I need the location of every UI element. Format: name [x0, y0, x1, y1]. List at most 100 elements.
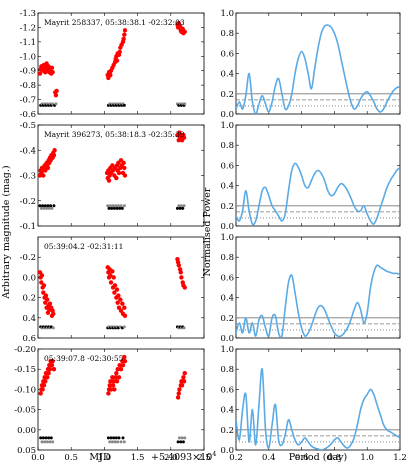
target-point [39, 280, 44, 285]
right-y-tick-label-p2: 0.2 [220, 202, 234, 212]
left-x-tick-label: 0.5 [64, 453, 78, 463]
target-point [176, 263, 181, 268]
lightcurve-frame-1 [37, 12, 205, 115]
comparison-point [106, 436, 110, 440]
comparison-point [179, 440, 183, 444]
right-y-tick-label-p4: 0.2 [220, 426, 234, 436]
right-y-tick-label-p3: 0.8 [220, 253, 234, 263]
comparison-point [122, 325, 126, 329]
comparison-point [183, 102, 187, 106]
lightcurve-panel-1: -1.3 -1.2 -1.1 -1.0 -0.9 -0.8 -0.7 -0.6 Mayrit 2… [20, 9, 205, 120]
right-y-tick-label-p2: 0.6 [220, 161, 234, 171]
panel-label-3: 05:39:04.2 -02:31:11 [44, 242, 123, 251]
right-x-tick-label: 0.2 [229, 453, 243, 463]
comparison-point [175, 206, 179, 210]
target-point [50, 358, 55, 364]
target-point [47, 367, 53, 372]
right-x-tick-label: 0.6 [295, 453, 309, 463]
left-x-tick-label: 0.0 [31, 453, 45, 463]
target-point [176, 391, 181, 396]
target-point [177, 387, 182, 392]
comparison-point [116, 440, 120, 444]
left-x-axis-offset: +5.4093×104 [151, 450, 216, 463]
periodogram-panel-1: 0.0 0.2 0.4 0.6 0.8 1.0 [220, 9, 401, 120]
lightcurve-panel-3: -0.2 0.0 0.2 0.4 0.6 05:39:04.2 -02:31:11 [20, 236, 205, 344]
target-point [46, 371, 51, 376]
target-point [41, 383, 47, 388]
target-point [122, 354, 127, 360]
comparison-point [119, 440, 123, 444]
left-x-axis-offset-exponent: 4 [212, 450, 216, 458]
comparison-point [112, 206, 116, 210]
comparison-point [108, 440, 112, 444]
target-point [108, 72, 113, 78]
comparison-point [41, 204, 45, 208]
target-point [182, 285, 187, 290]
target-point [121, 160, 126, 166]
right-x-tick-label: 0.8 [328, 453, 342, 463]
left-y-tick-label-p4: 0.00 [17, 426, 36, 436]
target-point [108, 273, 113, 278]
periodogram-panel-4: 0.2 0.4 0.6 0.8 1.0 1.20.00.20.40.60.81.0 [220, 345, 406, 463]
comparison-point [49, 204, 53, 208]
target-point [179, 275, 184, 280]
target-point [115, 367, 120, 372]
left-x-tick-label: 1.0 [98, 453, 112, 463]
target-point [120, 362, 126, 368]
target-point [114, 379, 120, 384]
target-point [117, 362, 122, 368]
left-y-tick-label-p1: -1.3 [20, 9, 36, 19]
comparison-point [177, 436, 181, 440]
left-x-axis-offset-base: +5.4093×10 [151, 452, 212, 463]
target-point [53, 93, 59, 98]
comparison-point [116, 204, 120, 208]
comparison-point [44, 436, 48, 440]
panel-label-2: Mayrit 396273, 05:38:18.3 -02:35:39 [44, 130, 185, 139]
left-y-tick-label-p2: -0.3 [20, 172, 36, 182]
target-point [115, 300, 120, 305]
periodogram-line-2 [236, 162, 400, 226]
comparison-point [180, 436, 184, 440]
target-point [112, 387, 117, 392]
left-y-tick-label-p3: 0.0 [22, 273, 36, 283]
target-point [49, 65, 55, 71]
target-point [181, 375, 186, 380]
target-point [116, 293, 121, 298]
target-point [110, 269, 115, 274]
target-point [116, 170, 122, 176]
target-point [122, 305, 127, 310]
left-y-tick-label-p1: -1.1 [20, 38, 36, 48]
comparison-point [181, 206, 185, 210]
lightcurve-panel-4: 0.0 0.5 1.0 1.5 2.0 2.5 -0.20 -0.15 -0.10 -0.05 0.… [14, 345, 211, 463]
comparison-point [40, 440, 44, 444]
comparison-point [118, 206, 122, 210]
periodogram-frame-1 [235, 12, 401, 115]
comparison-point [113, 440, 117, 444]
comparison-point [47, 436, 51, 440]
target-point [179, 383, 185, 388]
target-point [182, 29, 187, 34]
target-point [114, 287, 120, 292]
target-point [114, 175, 119, 181]
left-y-tick-label-p2: -0.2 [20, 197, 36, 207]
comparison-point [39, 206, 43, 210]
right-y-tick-label-p2: 1.0 [220, 121, 234, 131]
comparison-point [107, 206, 111, 210]
comparison-point [45, 206, 49, 210]
target-point [175, 395, 181, 400]
comparison-point [54, 102, 58, 106]
target-point [114, 58, 120, 63]
target-point [118, 367, 124, 372]
right-y-tick-label-p4: 0.0 [220, 446, 234, 456]
target-point [122, 28, 128, 33]
panel-label-1: Mayrit 258337, 05:38:38.1 -02:32:03 [44, 18, 185, 27]
target-point [112, 283, 118, 288]
comparison-point [177, 204, 181, 208]
comparison-point [179, 204, 183, 208]
right-y-tick-label-p3: 1.0 [220, 233, 234, 243]
left-y-tick-label-p1: -1.0 [20, 52, 36, 62]
comparison-point [110, 440, 114, 444]
target-point [107, 383, 112, 388]
target-point [51, 311, 56, 316]
